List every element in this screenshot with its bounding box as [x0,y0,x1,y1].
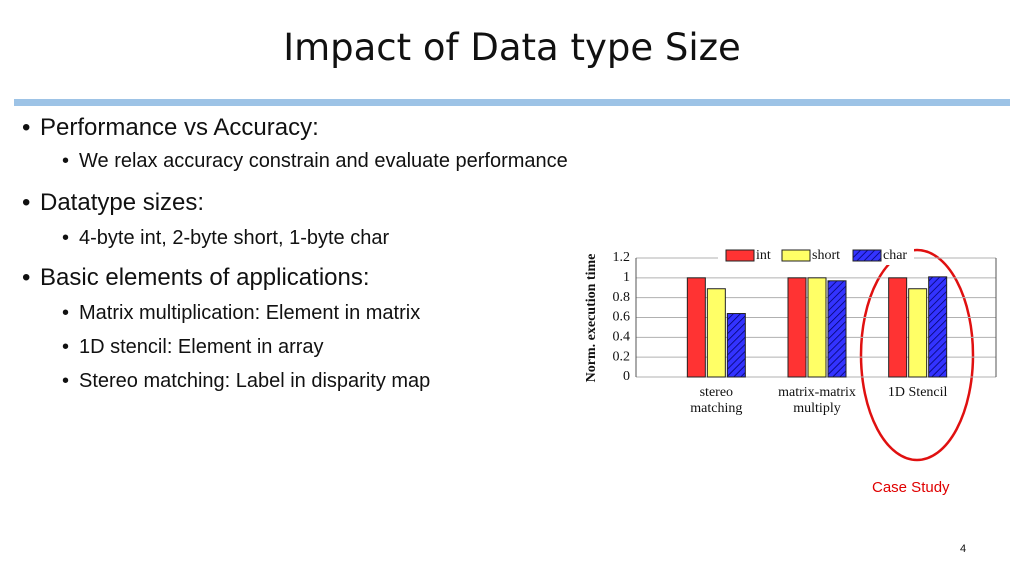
y-tick-label: 0.2 [613,349,631,364]
bullet: Performance vs Accuracy: [22,114,319,142]
y-tick-label: 0.6 [613,310,631,325]
y-tick-label: 0.8 [613,290,631,305]
bar [888,277,908,378]
title-rule [14,99,1010,106]
sub-bullet: Stereo matching: Label in disparity map [62,370,430,393]
bar [706,288,726,378]
bullet: Datatype sizes: [22,189,204,217]
bar [787,277,807,378]
bar [827,280,847,378]
sub-bullet: Matrix multiplication: Element in matrix [62,302,420,325]
slide-title: Impact of Data type Size [283,26,741,69]
legend-label: int [756,248,771,263]
y-tick-label: 1 [623,270,630,285]
legend-swatch [852,249,882,262]
y-axis-label: Norm. execution time [584,254,599,383]
x-tick-label: stereo matching [690,385,743,416]
bar [726,313,746,378]
legend-label: short [812,248,840,263]
highlight-ellipse [859,248,975,462]
bullet: Basic elements of applications: [22,264,369,292]
bar [686,277,706,378]
legend-swatch [781,249,811,262]
sub-bullet: 1D stencil: Element in array [62,336,324,359]
y-tick-label: 1.2 [613,250,631,265]
sub-bullet: We relax accuracy constrain and evaluate… [62,150,568,173]
sub-bullet: 4-byte int, 2-byte short, 1-byte char [62,227,389,250]
y-tick-label: 0 [623,369,630,384]
bar [928,276,948,378]
bar [807,277,827,378]
bar [908,288,928,378]
legend-label: char [883,248,907,263]
y-tick-label: 0.4 [613,330,631,345]
annotation: Case Study [872,479,950,496]
page-number: 4 [960,543,967,555]
x-tick-label: 1D Stencil [887,385,948,400]
x-tick-label: matrix-matrix multiply [778,385,856,416]
legend-swatch [725,249,755,262]
